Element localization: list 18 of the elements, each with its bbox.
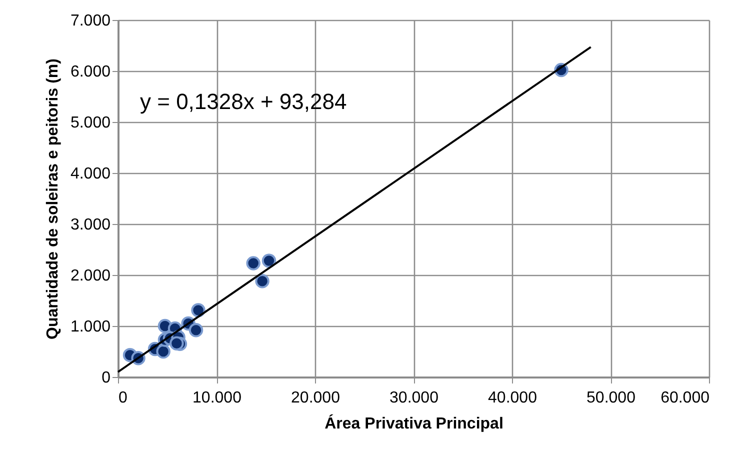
x-tick-label: 10.000 bbox=[192, 390, 242, 406]
x-tick-label: 50.000 bbox=[586, 390, 636, 406]
annotation: y = 0,1328x + 93,284 bbox=[140, 89, 347, 114]
y-tick-label: 1.000 bbox=[70, 318, 111, 336]
y-tick-label: 3.000 bbox=[70, 216, 111, 234]
x-tick-label: 60.000 bbox=[660, 390, 710, 406]
x-tick-label: 30.000 bbox=[390, 390, 439, 406]
y-tick-label: 0 bbox=[102, 370, 111, 386]
y-tick-label: 5.000 bbox=[70, 114, 111, 132]
y-tick-label: 2.000 bbox=[70, 268, 111, 284]
x-tick-label: 20.000 bbox=[291, 390, 340, 406]
x-tick-label: 40.000 bbox=[488, 390, 538, 406]
x-tick-label: 0 bbox=[118, 390, 128, 406]
x-axis-title: Área Privativa Principal bbox=[324, 414, 504, 432]
y-axis-title: Quantidade de soleiras e peitoris (m) bbox=[44, 58, 62, 340]
y-tick-label: 6.000 bbox=[70, 64, 111, 80]
y-tick-label: 4.000 bbox=[70, 166, 111, 182]
y-tick-label: 7.000 bbox=[70, 12, 111, 30]
